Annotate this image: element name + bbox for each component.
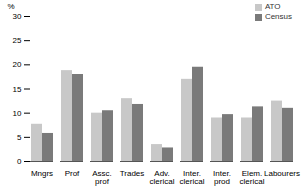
svg-text:Inter.prod: Inter.prod: [213, 169, 231, 186]
svg-text:Mngrs: Mngrs: [31, 169, 53, 178]
svg-text:15: 15: [13, 85, 22, 94]
svg-text:Labourers: Labourers: [264, 169, 300, 178]
svg-text:20: 20: [13, 60, 22, 69]
svg-text:5: 5: [17, 133, 22, 142]
svg-text:30: 30: [13, 12, 22, 21]
html-text:Census: Census: [264, 12, 292, 21]
svg-text:25: 25: [13, 36, 22, 45]
svg-text:Elem.clerical: Elem.clerical: [240, 169, 265, 186]
svg-text:Assc.prof: Assc.prof: [92, 169, 112, 186]
svg-text:10: 10: [13, 109, 22, 118]
svg-text:%: %: [8, 2, 15, 11]
svg-text:Prof: Prof: [65, 169, 80, 178]
svg-text:0: 0: [17, 157, 22, 166]
svg-text:Adv.clerical: Adv.clerical: [150, 169, 175, 186]
svg-text:Inter.clerical: Inter.clerical: [180, 169, 205, 186]
html-text:ATO: ATO: [264, 2, 281, 11]
svg-text:Trades: Trades: [120, 169, 145, 178]
